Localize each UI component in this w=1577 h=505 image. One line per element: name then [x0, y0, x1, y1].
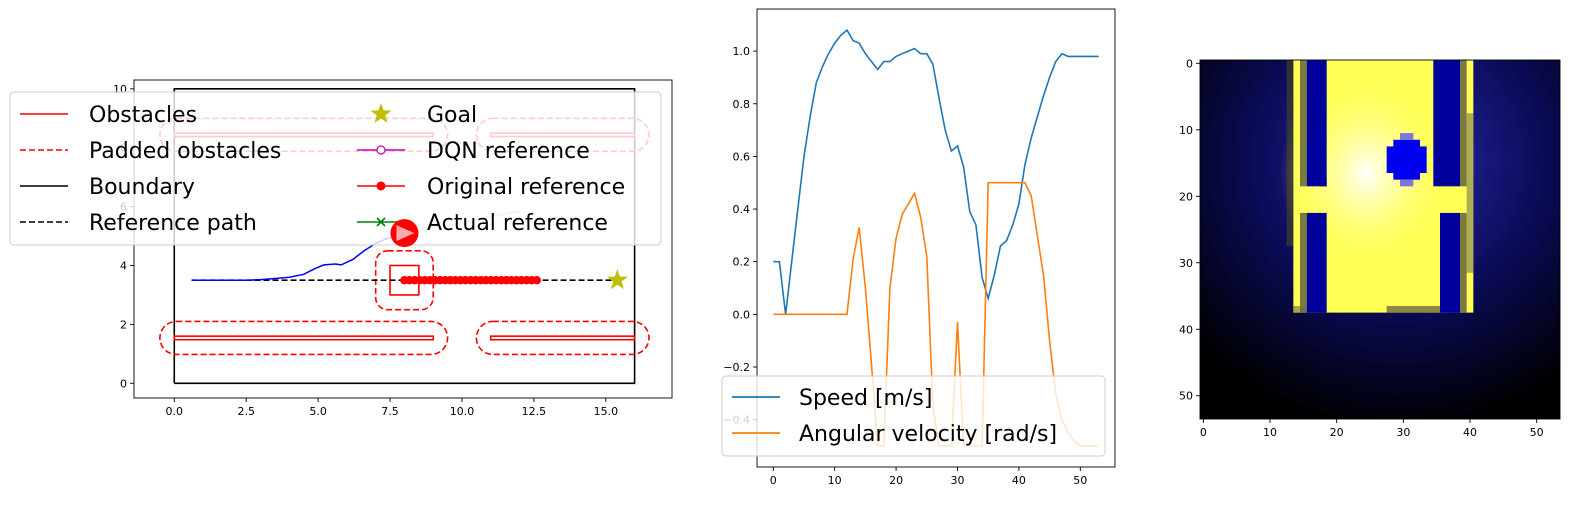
heatmap-ytick-label: 50 [1179, 390, 1193, 403]
padding-cell [1293, 305, 1307, 313]
heatmap-ytick-label: 30 [1179, 257, 1193, 270]
heatmap-ytick-label: 0 [1186, 57, 1193, 70]
obstacle-cell [1306, 60, 1327, 187]
velocity-xtick-label: 30 [950, 474, 964, 487]
map-xtick-label: 15.0 [594, 405, 619, 418]
velocity-ytick-label: 0.4 [733, 203, 751, 216]
padding-cell [1460, 60, 1467, 187]
legend-box [721, 375, 1106, 457]
robot-edge-cell [1400, 133, 1414, 140]
legend-label: Goal [427, 103, 477, 128]
velocity-panel: 01020304050−0.4−0.20.00.20.40.60.81.0Spe… [721, 8, 1116, 487]
legend-label: Speed [m/s] [799, 386, 932, 411]
legend-box [9, 91, 662, 246]
heatmap-xtick-label: 0 [1200, 426, 1207, 439]
velocity-xtick-label: 40 [1012, 474, 1026, 487]
heatmap-ytick-label: 40 [1179, 323, 1193, 336]
legend-label: Actual reference [427, 211, 608, 236]
legend-x-icon [376, 217, 386, 227]
heatmap-xtick-label: 40 [1463, 426, 1477, 439]
obstacle [489, 335, 636, 341]
obstacle-cell [1440, 212, 1460, 313]
legend-label: Boundary [89, 175, 195, 200]
map-ytick-label: 4 [120, 260, 127, 273]
obstacle-cell [1433, 60, 1460, 187]
velocity-xtick-label: 50 [1073, 474, 1087, 487]
heatmap-frame [1199, 59, 1561, 420]
occupancy-panel: 0 10 20 30 40 50 0 10 20 30 40 50 [1179, 57, 1561, 439]
padding-cell [1466, 113, 1474, 273]
heatmap-xtick-label: 10 [1263, 426, 1277, 439]
map-xtick-label: 5.0 [309, 405, 327, 418]
velocity-ytick-label: 0.8 [733, 98, 751, 111]
robot-heading-icon [396, 225, 415, 242]
velocity-xtick-label: 0 [770, 474, 777, 487]
map-xtick-label: 0.0 [166, 405, 184, 418]
velocity-ytick-label: 1.0 [733, 45, 751, 58]
obstacle-cell [1306, 212, 1327, 313]
goal-star [606, 269, 628, 290]
velocity-ytick-label: 0.2 [733, 256, 751, 269]
velocity-legend: Speed [m/s] Angular velocity [rad/s] [721, 375, 1106, 457]
map-ytick-label: 2 [120, 318, 127, 331]
legend-circle-icon [376, 145, 386, 155]
padding-cell [1460, 212, 1467, 313]
legend-label: Original reference [427, 175, 625, 200]
heatmap-xtick-label: 50 [1530, 426, 1544, 439]
padding-cell [1286, 60, 1294, 247]
velocity-ytick-label: 0.0 [733, 308, 751, 321]
velocity-ytick-label: 0.6 [733, 150, 751, 163]
map-panel: 0.02.55.07.510.012.515.00246810Obstacles… [9, 79, 673, 418]
legend-label: Reference path [89, 211, 257, 236]
map-xtick-label: 7.5 [381, 405, 399, 418]
legend-label: Obstacles [89, 103, 197, 128]
padding-cell [1300, 60, 1307, 187]
heatmap-xtick-label: 30 [1396, 426, 1410, 439]
heatmap-xtick-label: 20 [1330, 426, 1344, 439]
legend-dot-icon [376, 181, 386, 191]
obstacle-cell [1320, 179, 1327, 187]
padded-obstacle [159, 320, 449, 356]
velocity-axes-frame [756, 8, 1116, 468]
heatmap-ytick-label: 10 [1179, 124, 1193, 137]
padding-cell [1300, 212, 1307, 313]
padded-obstacle [475, 320, 650, 356]
legend-label: Angular velocity [rad/s] [799, 422, 1057, 447]
legend-star-icon [370, 103, 392, 123]
velocity-ytick-label: −0.2 [723, 361, 750, 374]
robot-cell [1386, 146, 1427, 174]
robot-edge-cell [1400, 179, 1414, 187]
map-xtick-label: 10.0 [450, 405, 475, 418]
map-xtick-label: 2.5 [237, 405, 255, 418]
map-xtick-label: 12.5 [522, 405, 547, 418]
velocity-xtick-label: 20 [889, 474, 903, 487]
map-legend: Obstacles Padded obstacles Boundary Referen… [9, 91, 662, 246]
legend-label: Padded obstacles [89, 139, 281, 164]
heatmap-ytick-label: 20 [1179, 190, 1193, 203]
speed-series-line [773, 28, 1099, 315]
legend-label: DQN reference [427, 139, 590, 164]
velocity-xtick-label: 10 [828, 474, 842, 487]
obstacle [173, 335, 435, 341]
padding-cell [1386, 305, 1440, 313]
map-ytick-label: 0 [120, 377, 127, 390]
